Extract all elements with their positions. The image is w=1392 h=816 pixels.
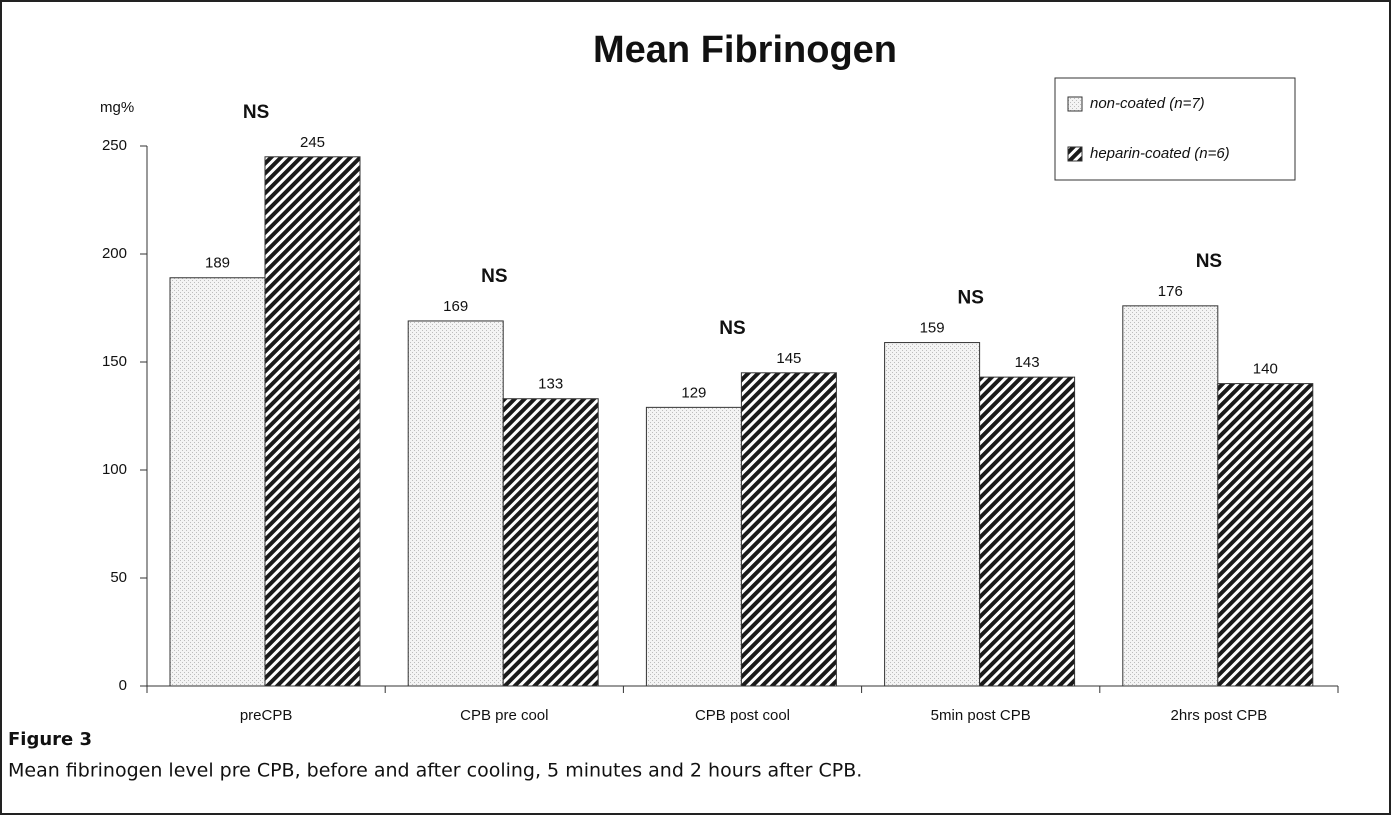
value-label: 129 bbox=[681, 384, 706, 401]
y-tick-label: 200 bbox=[102, 245, 127, 262]
y-tick-label: 0 bbox=[119, 677, 127, 694]
y-tick-label: 250 bbox=[102, 137, 127, 154]
x-tick-label: CPB pre cool bbox=[460, 707, 548, 724]
value-label: 133 bbox=[538, 376, 563, 393]
bar bbox=[884, 342, 981, 687]
y-tick-label: 100 bbox=[102, 461, 127, 478]
bar bbox=[1122, 305, 1219, 687]
bar bbox=[407, 320, 504, 687]
legend-swatch bbox=[1067, 96, 1083, 112]
chart-title: Mean Fibrinogen bbox=[593, 29, 897, 71]
legend-box bbox=[1054, 77, 1296, 181]
value-label: 140 bbox=[1253, 361, 1278, 378]
annotation: NS bbox=[1196, 251, 1222, 272]
legend-label: heparin-coated (n=6) bbox=[1090, 145, 1230, 162]
figure-label: Figure 3 bbox=[8, 729, 92, 750]
bar bbox=[979, 376, 1076, 687]
x-tick-label: 5min post CPB bbox=[931, 707, 1031, 724]
x-tick-label: preCPB bbox=[240, 707, 293, 724]
y-tick-label: 150 bbox=[102, 353, 127, 370]
y-tick-label: 50 bbox=[110, 569, 127, 586]
value-label: 176 bbox=[1158, 283, 1183, 300]
y-axis-label: mg% bbox=[100, 99, 134, 116]
bar bbox=[740, 372, 837, 687]
annotation: NS bbox=[957, 288, 983, 309]
figure-caption: Mean fibrinogen level pre CPB, before an… bbox=[8, 760, 862, 782]
value-label: 169 bbox=[443, 298, 468, 315]
annotation: NS bbox=[481, 266, 507, 287]
value-label: 189 bbox=[205, 255, 230, 272]
x-tick-label: 2hrs post CPB bbox=[1171, 707, 1268, 724]
legend-swatch bbox=[1067, 146, 1083, 162]
legend-label: non-coated (n=7) bbox=[1090, 95, 1205, 112]
annotation: NS bbox=[719, 318, 745, 339]
bar bbox=[502, 398, 599, 687]
bar bbox=[645, 406, 742, 687]
bar bbox=[169, 277, 266, 687]
bar bbox=[264, 156, 361, 687]
value-label: 143 bbox=[1015, 354, 1040, 371]
value-label: 145 bbox=[776, 350, 801, 367]
bar bbox=[1217, 383, 1314, 687]
x-tick-label: CPB post cool bbox=[695, 707, 790, 724]
annotation: NS bbox=[243, 102, 269, 123]
value-label: 159 bbox=[920, 320, 945, 337]
value-label: 245 bbox=[300, 134, 325, 151]
